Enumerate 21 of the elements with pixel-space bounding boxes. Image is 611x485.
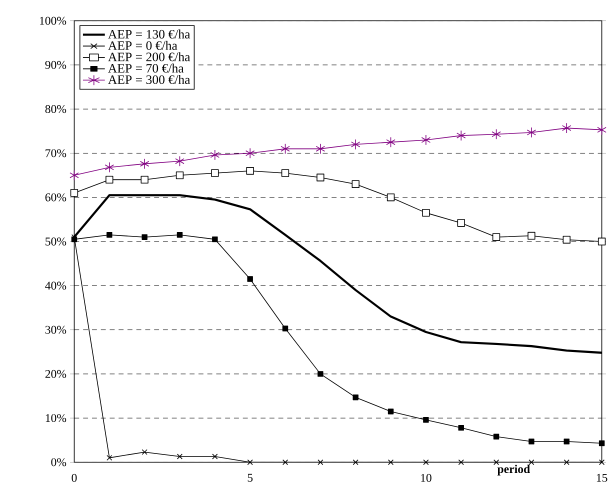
x-tick-label: 5: [248, 474, 253, 482]
x-tick-label: 0: [72, 474, 77, 482]
y-tick-label: 20%: [45, 370, 66, 378]
y-tick-label: 50%: [46, 237, 66, 246]
x-tick-label: 15: [596, 474, 608, 482]
legend-label: AEP = 130 €/ha: [108, 29, 190, 38]
y-tick-label: 30%: [45, 326, 66, 334]
legend-label: AEP = 300 €/ha: [108, 74, 190, 84]
y-tick-label: 90%: [45, 60, 66, 69]
y-tick-label: 0%: [51, 458, 66, 466]
x-axis-title: period: [497, 464, 530, 476]
y-tick-label: 10%: [46, 414, 66, 422]
y-tick-label: 70%: [46, 149, 66, 158]
y-tick-label: 40%: [45, 282, 66, 290]
legend-label: AEP = 0 €/ha: [108, 40, 178, 50]
legend-label: AEP = 200 €/ha: [108, 52, 190, 62]
legend-label: AEP = 70 €/ha: [108, 64, 184, 73]
y-tick-label: 80%: [45, 104, 66, 114]
y-tick-label: 60%: [45, 193, 66, 202]
y-tick-label: 100%: [40, 16, 66, 25]
x-tick-label: 10: [421, 474, 432, 482]
